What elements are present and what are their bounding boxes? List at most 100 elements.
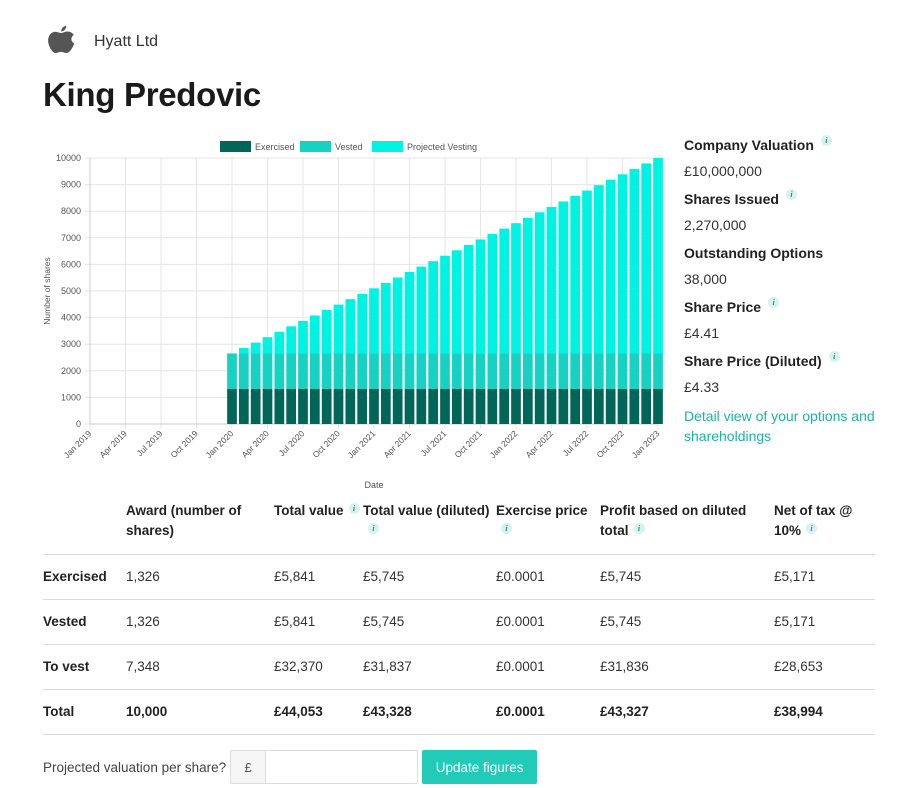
x-tick-label: Jan 2022 (488, 428, 520, 460)
legend-swatch (372, 141, 403, 152)
bar-projected-vesting (428, 261, 439, 354)
bar-exercised (463, 388, 474, 424)
projected-valuation-input[interactable] (265, 750, 419, 784)
vesting-chart-svg: 0 1000 2000 3000 4000 5000 6000 7000 8000 9000 100… (42, 141, 663, 490)
legend-label: Exercised (255, 142, 295, 152)
table-cell: £31,836 (600, 644, 774, 690)
bar-projected-vesting (392, 277, 403, 354)
y-tick-label: 1000 (61, 392, 81, 402)
y-tick-label: 7000 (61, 233, 81, 243)
y-tick-label: 9000 (61, 180, 81, 190)
table-cell: £32,370 (274, 644, 363, 690)
table-cell: £5,745 (363, 599, 496, 645)
bar-vested (404, 353, 415, 389)
row-label: Total (43, 689, 126, 735)
bar-vested (605, 353, 616, 389)
table-cell: £0.0001 (496, 689, 600, 735)
company-header: Hyatt Ltd (44, 22, 158, 62)
info-icon[interactable]: i (348, 503, 360, 514)
bar-projected-vesting (570, 196, 581, 354)
column-header-label: Profit based on diluted total (600, 503, 747, 538)
bar-vested (487, 353, 498, 389)
projection-label: Projected valuation per share? (43, 759, 227, 775)
bar-vested (440, 353, 450, 389)
bar-exercised (404, 388, 415, 424)
column-header-label: Net of tax @ 10% (774, 503, 853, 538)
info-icon[interactable]: i (368, 523, 379, 534)
bar-exercised (475, 388, 486, 424)
bar-exercised (546, 388, 557, 424)
stat-share-price: Share Price i £4.41 (684, 296, 904, 352)
table-cell: £43,328 (363, 689, 496, 735)
table-cell: £5,745 (363, 554, 496, 600)
table-row: Vested 1,326 £5,841 £5,745 £0.0001 £5,745 £5,1… (43, 599, 875, 645)
bar-exercised (558, 388, 569, 424)
table-cell: £0.0001 (496, 554, 600, 600)
row-label: Vested (43, 599, 126, 645)
column-header-label: Total value (diluted) (363, 503, 490, 518)
bar-exercised (262, 388, 273, 424)
bar-projected-vesting (487, 234, 498, 354)
bar-vested (451, 353, 462, 389)
stat-share-price-diluted: Share Price (Diluted) i £4.33 (684, 350, 904, 406)
detail-view-link[interactable]: Detail view of your options and sharehol… (684, 408, 875, 444)
stat-label: Company Valuation i (684, 134, 904, 154)
bar-projected-vesting (440, 255, 450, 354)
column-header: Total value i (274, 500, 363, 555)
bar-vested (250, 353, 261, 389)
bar-exercised (617, 388, 628, 424)
x-tick-label: Jul 2022 (561, 428, 591, 458)
column-header (43, 500, 126, 555)
bar-exercised (534, 388, 545, 424)
bar-projected-vesting (653, 158, 663, 354)
info-icon[interactable]: i (806, 523, 818, 534)
bar-projected-vesting (357, 293, 368, 354)
bar-projected-vesting (238, 348, 249, 354)
bar-exercised (487, 388, 498, 424)
bar-exercised (369, 388, 379, 424)
company-name: Hyatt Ltd (94, 33, 159, 50)
table-row: To vest 7,348 £32,370 £31,837 £0.0001 £31,836… (43, 644, 875, 690)
table-cell: £0.0001 (496, 644, 600, 690)
projection-form: Projected valuation per share? £ Update … (43, 750, 538, 784)
bar-projected-vesting (321, 310, 332, 354)
y-tick-label: 4000 (61, 313, 81, 323)
info-icon[interactable]: i (633, 523, 645, 534)
bar-vested (345, 353, 356, 389)
info-icon[interactable]: i (501, 523, 512, 534)
info-icon[interactable]: i (820, 134, 832, 146)
bar-projected-vesting (309, 315, 320, 354)
bar-projected-vesting (582, 190, 592, 354)
table-cell: 10,000 (126, 689, 274, 735)
bar-exercised (298, 388, 308, 424)
stat-label: Share Price (Diluted) i (684, 350, 904, 370)
bar-vested (522, 353, 533, 389)
info-icon[interactable]: i (785, 188, 797, 200)
bar-vested (333, 353, 344, 389)
company-stats-panel: Company Valuation i £10,000,000 Shares Issu… (684, 134, 904, 446)
bar-vested (309, 353, 320, 389)
bar-exercised (451, 388, 462, 424)
info-icon[interactable]: i (768, 296, 780, 308)
bar-projected-vesting (286, 326, 297, 354)
page-title: King Predovic (43, 76, 261, 113)
bar-projected-vesting (262, 337, 273, 354)
stat-value: £4.41 (684, 325, 720, 341)
info-icon[interactable]: i (828, 350, 840, 362)
table-cell: £0.0001 (496, 599, 600, 645)
bar-exercised (357, 388, 368, 424)
update-figures-button[interactable]: Update figures (422, 750, 538, 784)
column-header-label: Award (number of shares) (126, 503, 242, 538)
bar-exercised (286, 388, 297, 424)
bar-exercised (345, 388, 356, 424)
table-cell: £5,171 (774, 554, 875, 600)
stat-label: Shares Issued i (684, 188, 904, 208)
stat-label-text: Company Valuation (684, 137, 814, 153)
bar-exercised (250, 388, 261, 424)
column-header: Profit based on diluted total i (600, 500, 774, 555)
bar-exercised (499, 388, 510, 424)
bar-vested (629, 353, 640, 389)
bar-vested (286, 353, 297, 389)
table-cell: £44,053 (274, 689, 363, 735)
table-cell: £43,327 (600, 689, 774, 735)
